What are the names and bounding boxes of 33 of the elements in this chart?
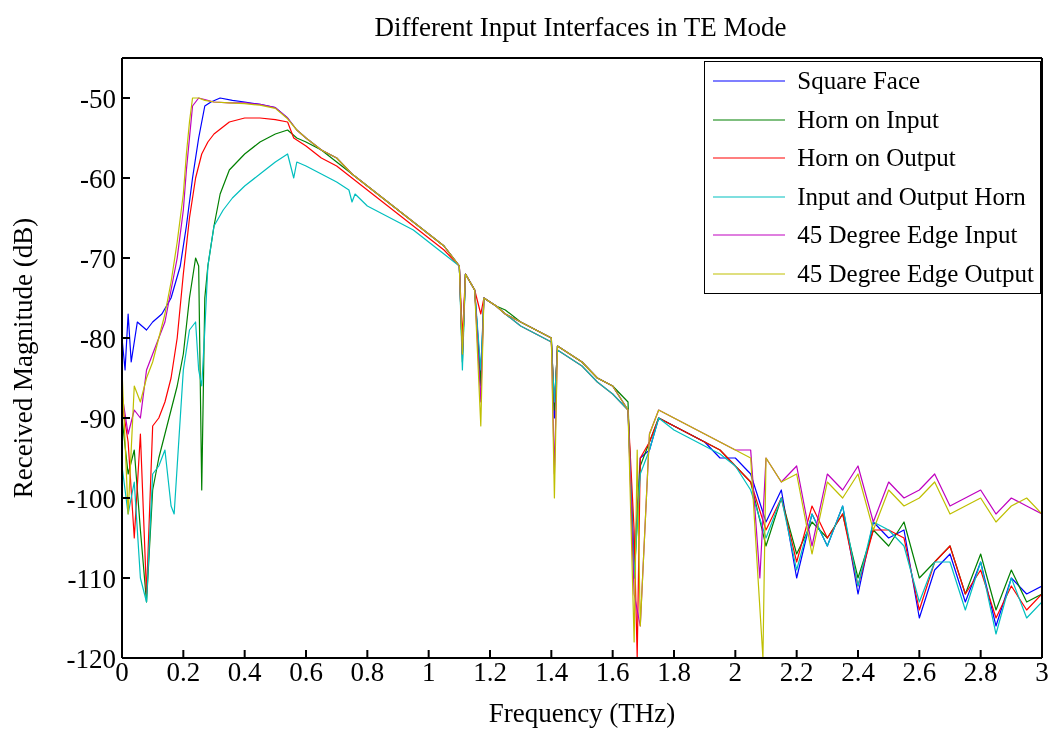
y-tick-label: -110: [67, 563, 116, 594]
y-tick-label: -70: [80, 243, 116, 274]
x-tick-label: 1.8: [657, 657, 691, 688]
y-tick-label: -120: [66, 643, 116, 674]
legend-label: Horn on Output: [797, 144, 956, 173]
y-axis-title: Received Magnitude (dB): [7, 217, 38, 499]
x-tick-label: 1.4: [534, 657, 569, 688]
x-axis-title: Frequency (THz): [488, 698, 676, 728]
y-tick-label: -60: [80, 163, 116, 194]
y-tick-label: -100: [66, 483, 116, 514]
legend-label: 45 Degree Edge Input: [797, 221, 1018, 250]
x-tick-label: 2.2: [779, 657, 814, 688]
x-tick-label: 2.8: [963, 657, 998, 688]
legend-label: 45 Degree Edge Output: [797, 259, 1034, 288]
x-tick-label: 0.4: [227, 657, 263, 688]
legend-label: Horn on Input: [797, 105, 939, 134]
y-tick-label: -80: [80, 323, 116, 354]
y-tick-label: -50: [80, 83, 116, 114]
x-tick-label: 2.6: [902, 657, 937, 688]
x-tick-label: 1.2: [473, 657, 507, 688]
x-tick-label: 0.8: [350, 657, 385, 688]
legend-label: Input and Output Horn: [797, 182, 1026, 211]
x-tick-label: 1.6: [595, 657, 630, 688]
x-tick-label: 2: [728, 657, 743, 688]
x-tick-label: 0: [115, 657, 129, 688]
x-tick-label: 1: [421, 657, 436, 688]
x-tick-label: 0.2: [166, 657, 201, 688]
x-tick-label: 3: [1035, 657, 1049, 688]
y-tick-label: -90: [80, 403, 116, 434]
legend-label: Square Face: [797, 67, 921, 96]
chart-title: Different Input Interfaces in TE Mode: [373, 12, 788, 43]
x-tick-label: 2.4: [841, 657, 876, 688]
x-tick-label: 0.6: [289, 657, 323, 688]
